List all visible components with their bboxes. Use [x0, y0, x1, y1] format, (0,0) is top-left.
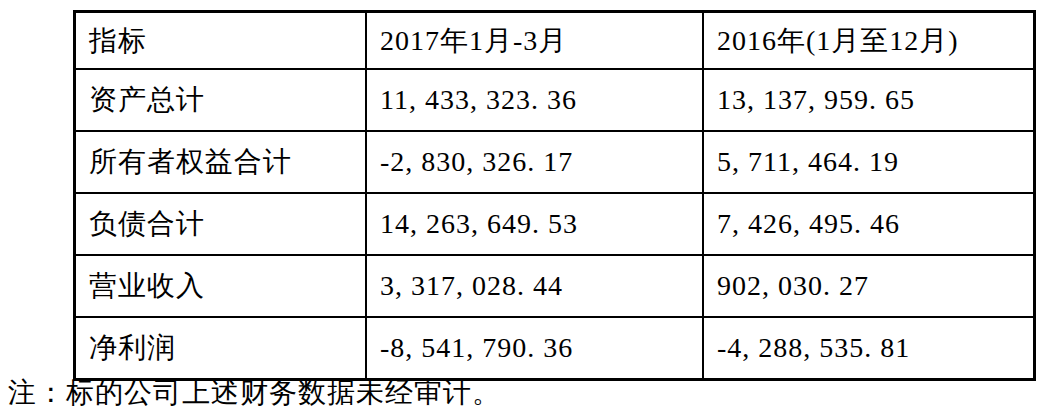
table-row-total-liabilities: 负债合计 14, 263, 649. 53 7, 426, 495. 46: [75, 193, 1035, 255]
table-row-owners-equity: 所有者权益合计 -2, 830, 326. 17 5, 711, 464. 19: [75, 131, 1035, 193]
document-page: 指标 2017年1月-3月 2016年(1月至12月) 资产总计 11, 433…: [0, 0, 1049, 419]
footnote: 注：标的公司上述财务数据未经审计。: [8, 374, 501, 412]
financial-summary-table: 指标 2017年1月-3月 2016年(1月至12月) 资产总计 11, 433…: [73, 10, 1036, 381]
value-2016: 13, 137, 959. 65: [703, 69, 1035, 131]
row-label: 资产总计: [75, 69, 367, 131]
table-row-net-profit: 净利润 -8, 541, 790. 36 -4, 288, 535. 81: [75, 317, 1035, 380]
value-2017: -2, 830, 326. 17: [366, 131, 703, 193]
value-2016: 7, 426, 495. 46: [703, 193, 1035, 255]
value-2016: 5, 711, 464. 19: [703, 131, 1035, 193]
row-label: 所有者权益合计: [75, 131, 367, 193]
header-row: 指标 2017年1月-3月 2016年(1月至12月): [75, 12, 1035, 70]
value-2017: 11, 433, 323. 36: [366, 69, 703, 131]
table-row-total-assets: 资产总计 11, 433, 323. 36 13, 137, 959. 65: [75, 69, 1035, 131]
value-2017: -8, 541, 790. 36: [366, 317, 703, 380]
value-2017: 3, 317, 028. 44: [366, 255, 703, 317]
header-period-2016: 2016年(1月至12月): [703, 12, 1035, 70]
header-period-2017: 2017年1月-3月: [366, 12, 703, 70]
value-2017: 14, 263, 649. 53: [366, 193, 703, 255]
row-label: 净利润: [75, 317, 367, 380]
value-2016: -4, 288, 535. 81: [703, 317, 1035, 380]
row-label: 营业收入: [75, 255, 367, 317]
table-row-operating-revenue: 营业收入 3, 317, 028. 44 902, 030. 27: [75, 255, 1035, 317]
header-indicator: 指标: [75, 12, 367, 70]
row-label: 负债合计: [75, 193, 367, 255]
value-2016: 902, 030. 27: [703, 255, 1035, 317]
